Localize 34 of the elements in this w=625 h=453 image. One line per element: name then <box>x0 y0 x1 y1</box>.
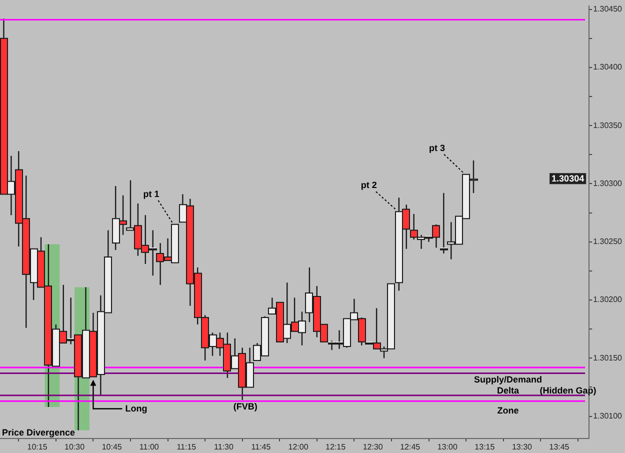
x-tick-label: 10:45 <box>102 442 122 452</box>
x-tick-label: 11:45 <box>251 442 272 452</box>
annotation: Zone <box>497 405 519 416</box>
x-tick-label: 12:00 <box>288 442 309 452</box>
x-tick-label: 11:00 <box>139 442 160 452</box>
x-tick-label: 13:30 <box>512 442 533 452</box>
x-tick-label: 10:30 <box>64 442 86 452</box>
x-tick-label: 11:15 <box>176 442 197 452</box>
annotation: 1.30304 <box>552 174 584 184</box>
y-tick-label: 1.30150 <box>593 353 623 362</box>
annotation: pt 2 <box>360 180 377 190</box>
x-tick-label: 13:15 <box>474 442 496 452</box>
x-tick-label: 11:30 <box>214 442 234 452</box>
y-tick-label: 1.30100 <box>593 412 623 421</box>
annotation: Long <box>125 403 148 414</box>
x-tick-label: 12:15 <box>326 442 346 452</box>
y-tick-label: 1.30300 <box>593 178 623 188</box>
annotation: Price Divergence <box>2 427 76 438</box>
x-tick-label: 12:45 <box>400 442 421 452</box>
y-tick-label: 1.30350 <box>593 120 623 130</box>
y-tick-label: 1.30400 <box>593 62 623 72</box>
y-tick-label: 1.30450 <box>593 4 623 14</box>
x-tick-label: 13:00 <box>437 442 458 452</box>
annotation: (Hidden Gap) <box>540 385 596 396</box>
y-tick-label: 1.30250 <box>593 237 623 246</box>
x-tick-label: 10:15 <box>27 442 48 452</box>
x-tick-label: 13:45 <box>549 442 570 452</box>
annotation: pt 1 <box>143 188 160 199</box>
annotation: Delta <box>496 385 520 396</box>
annotation: (FVB) <box>233 402 258 412</box>
y-tick-label: 1.30200 <box>593 295 623 304</box>
annotation: pt 3 <box>429 142 446 153</box>
annotation: Supply/Demand <box>474 374 542 384</box>
x-tick-label: 12:30 <box>362 442 384 452</box>
